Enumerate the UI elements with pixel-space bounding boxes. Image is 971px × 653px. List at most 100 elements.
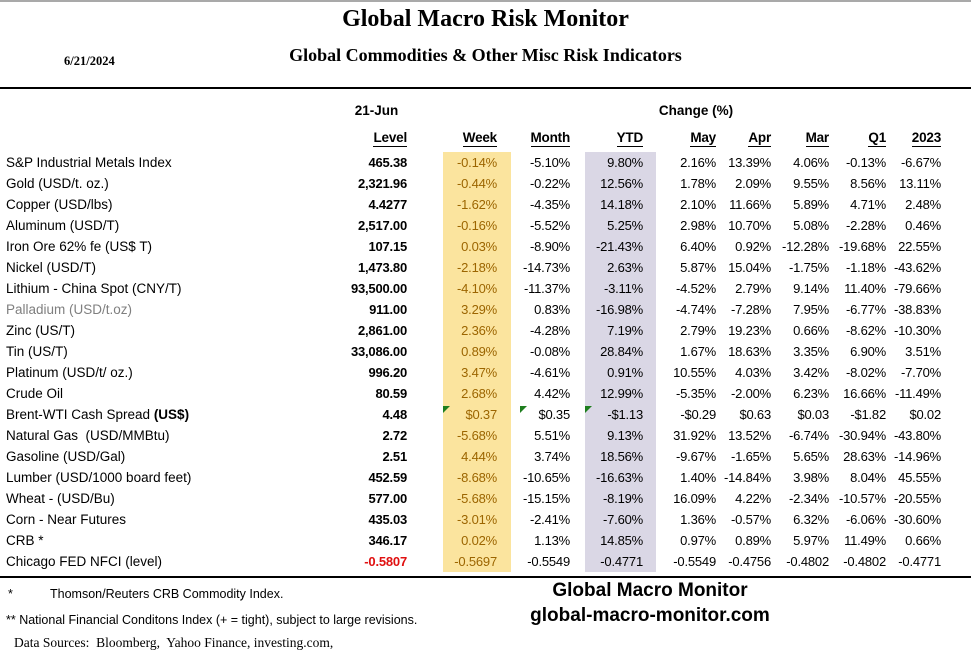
cell-value: -43.80% <box>894 428 942 443</box>
cell-value: 28.63% <box>843 449 886 464</box>
cell-level: 93,500.00 <box>341 278 412 299</box>
cell-ytd: -16.63% <box>585 467 656 488</box>
cell-ytd: 18.56% <box>585 446 656 467</box>
cell-value: 0.02% <box>461 533 497 548</box>
cell-month: -0.5549 <box>520 551 578 572</box>
cell-value: -2.34% <box>789 491 829 506</box>
cell-value: 1.78% <box>680 176 716 191</box>
column-spacer <box>511 257 520 278</box>
cell-q1: 8.04% <box>837 467 894 488</box>
column-spacer <box>412 278 443 299</box>
cell-value: 93,500.00 <box>350 281 407 296</box>
cell-value: 12.99% <box>600 386 643 401</box>
cell-y2023: -43.80% <box>894 425 949 446</box>
cell-mar: 3.98% <box>779 467 837 488</box>
cell-value: -7.28% <box>731 302 771 317</box>
cell-value: -0.16% <box>457 218 497 233</box>
cell-q1: 11.40% <box>837 278 894 299</box>
cell-value: -14.73% <box>522 260 570 275</box>
row-label: Crude Oil <box>6 386 64 401</box>
row-label: Gasoline (USD/Gal) <box>6 449 126 464</box>
row-label: Iron Ore 62% fe (US$ T) <box>6 239 153 254</box>
cell-mar: 4.06% <box>779 152 837 173</box>
cell-value: 3.42% <box>793 365 829 380</box>
cell-value: -1.75% <box>789 260 829 275</box>
cell-level: 33,086.00 <box>341 341 412 362</box>
cell-value: 2,517.00 <box>357 218 407 233</box>
cell-may: 2.16% <box>656 152 724 173</box>
column-spacer <box>578 173 585 194</box>
cell-value: -11.49% <box>894 386 941 401</box>
cell-level: 2,517.00 <box>341 215 412 236</box>
cell-apr: 15.04% <box>724 257 779 278</box>
cell-value: 11.40% <box>844 281 886 296</box>
cell-value: -79.66% <box>894 281 942 296</box>
cell-q1: -$1.82 <box>837 404 894 425</box>
column-spacer <box>511 404 520 425</box>
cell-value: 16.09% <box>673 491 716 506</box>
cell-value: -30.94% <box>838 428 886 443</box>
cell-month: 3.74% <box>520 446 578 467</box>
cell-level: 346.17 <box>341 530 412 551</box>
cell-value: -7.70% <box>901 365 941 380</box>
row-label: Zinc (US/T) <box>6 323 75 338</box>
column-spacer <box>578 488 585 509</box>
cell-value: 3.35% <box>793 344 829 359</box>
column-header-level: Level <box>373 130 407 147</box>
cell-value: -7.60% <box>603 512 643 527</box>
cell-value: 4.06% <box>793 155 829 170</box>
cell-apr: 4.22% <box>724 488 779 509</box>
cell-mar: 0.66% <box>779 320 837 341</box>
cell-value: $0.02 <box>909 407 941 422</box>
cell-value: 28.84% <box>600 344 643 359</box>
table-row: Gold (USD/t. oz.) 2,321.96 -0.44% -0.22% 12.… <box>0 173 949 194</box>
table-row: Copper (USD/lbs) 4.4277 -1.62% -4.35% 14.18%… <box>0 194 949 215</box>
cell-value: -6.67% <box>901 155 941 170</box>
cell-ytd: -8.19% <box>585 488 656 509</box>
cell-value: -2.28% <box>846 218 886 233</box>
column-spacer <box>412 194 443 215</box>
cell-ytd: -16.98% <box>585 299 656 320</box>
cell-value: -0.5807 <box>364 554 407 569</box>
cell-value: -0.5697 <box>454 554 497 569</box>
cell-value: 3.47% <box>461 365 497 380</box>
cell-value: 31.92% <box>673 428 716 443</box>
cell-week: 2.36% <box>443 320 511 341</box>
table-row: Brent-WTI Cash Spread (US$) 4.48 $0.37 $0.3… <box>0 404 949 425</box>
cell-value: 2.36% <box>461 323 497 338</box>
cell-month: -8.90% <box>520 236 578 257</box>
cell-mar: 3.35% <box>779 341 837 362</box>
cell-mar: -12.28% <box>779 236 837 257</box>
cell-value: 22.55% <box>898 239 941 254</box>
cell-value: -5.52% <box>530 218 570 233</box>
cell-value: 13.11% <box>899 176 941 191</box>
cell-q1: -2.28% <box>837 215 894 236</box>
table-row: Aluminum (USD/T) 2,517.00 -0.16% -5.52% 5.25… <box>0 215 949 236</box>
column-spacer <box>412 341 443 362</box>
cell-value: 2.10% <box>680 197 716 212</box>
cell-value: 0.66% <box>905 533 941 548</box>
cell-value: 3.74% <box>534 449 570 464</box>
cell-value: -0.57% <box>731 512 771 527</box>
cell-week: 3.47% <box>443 362 511 383</box>
table-row: Crude Oil 80.59 2.68% 4.42% 12.99% -5.35% -2.0… <box>0 383 949 404</box>
cell-y2023: -79.66% <box>894 278 949 299</box>
cell-may: 1.36% <box>656 509 724 530</box>
column-spacer <box>511 383 520 404</box>
cell-value: 9.80% <box>607 155 643 170</box>
cell-may: -4.52% <box>656 278 724 299</box>
cell-value: -0.22% <box>530 176 570 191</box>
cell-month: -0.22% <box>520 173 578 194</box>
cell-ytd: -21.43% <box>585 236 656 257</box>
cell-value: 6.40% <box>680 239 716 254</box>
column-spacer <box>578 257 585 278</box>
cell-value: 2.48% <box>905 197 941 212</box>
cell-value: 5.51% <box>534 428 570 443</box>
cell-y2023: 3.51% <box>894 341 949 362</box>
cell-value: 8.56% <box>850 176 886 191</box>
cell-value: 0.92% <box>735 239 771 254</box>
cell-y2023: 0.46% <box>894 215 949 236</box>
cell-may: -0.5549 <box>656 551 724 572</box>
footnote-marker: * <box>8 587 13 601</box>
cell-value: 14.85% <box>600 533 643 548</box>
